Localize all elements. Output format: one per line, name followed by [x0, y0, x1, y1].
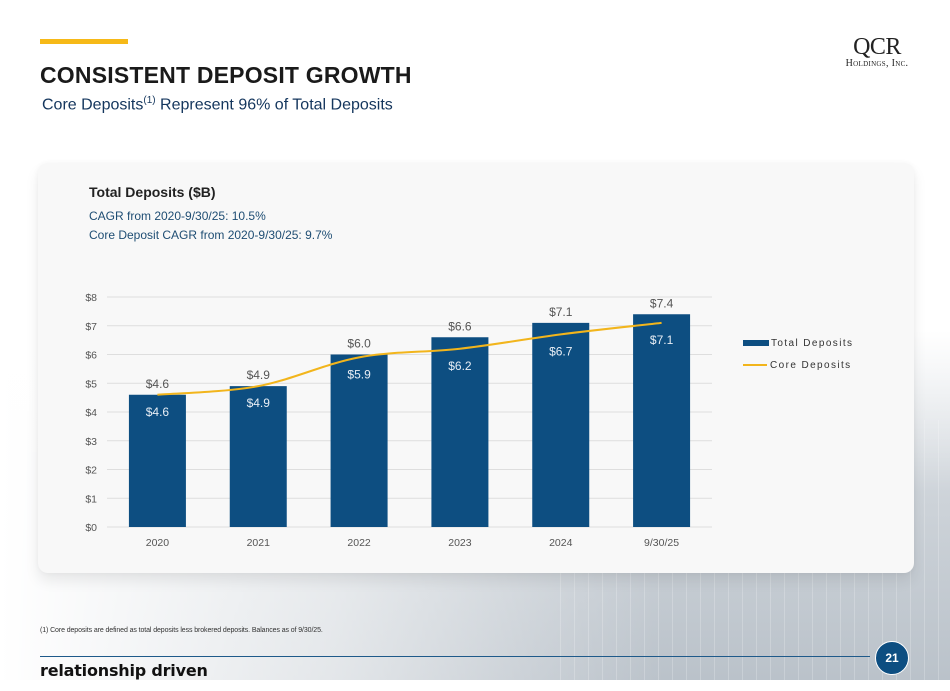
x-tick-label: 2024 — [549, 537, 573, 549]
data-label-total: $6.6 — [448, 319, 472, 333]
data-label-core: $6.7 — [549, 344, 573, 358]
data-labels: $4.6 $4.9 $6.0 $6.6 $7.1 $7.4 $4.6 $4.9 $5.9 $6.2… — [146, 296, 674, 419]
company-logo: QCR Holdings, Inc. — [832, 34, 922, 70]
data-label-core: $4.6 — [146, 405, 170, 419]
y-tick-label: $3 — [85, 436, 97, 448]
y-tick-label: $1 — [85, 493, 97, 505]
chart-legend: Total Deposits Core Deposits — [743, 337, 853, 381]
page-title: CONSISTENT DEPOSIT GROWTH — [40, 62, 412, 88]
legend-swatch-line — [743, 364, 767, 366]
footnote-marker: (1) — [143, 95, 156, 106]
bars-total-deposits — [128, 314, 691, 527]
x-tick-label: 9/30/25 — [644, 537, 679, 549]
legend-swatch-bar — [743, 340, 769, 346]
line-core-deposits — [157, 321, 662, 396]
title-accent-bar — [40, 39, 128, 44]
y-tick-label: $8 — [85, 292, 97, 304]
data-label-core: $5.9 — [347, 367, 371, 381]
data-label-core: $6.2 — [448, 359, 472, 373]
data-label-core: $7.1 — [650, 333, 674, 347]
x-tick-label: 2022 — [347, 537, 371, 549]
legend-label: Total Deposits — [771, 337, 854, 349]
gridlines — [107, 296, 712, 528]
legend-item-core-deposits: Core Deposits — [743, 359, 853, 371]
x-tick-label: 2020 — [146, 537, 170, 549]
data-label-total: $4.9 — [247, 368, 271, 382]
page-number-badge: 21 — [875, 641, 909, 675]
bar-total-deposits — [128, 394, 186, 527]
x-tick-label: 2021 — [247, 537, 271, 549]
bar-total-deposits — [532, 322, 590, 527]
y-tick-label: $0 — [85, 522, 97, 534]
legend-item-total-deposits: Total Deposits — [743, 337, 853, 349]
bar-total-deposits — [633, 314, 691, 527]
data-label-core: $4.9 — [247, 396, 271, 410]
logo-subtext: Holdings, Inc. — [845, 58, 909, 69]
y-tick-label: $4 — [85, 407, 97, 419]
y-tick-label: $7 — [85, 321, 97, 333]
bottom-margin — [0, 680, 950, 691]
data-label-total: $4.6 — [146, 377, 170, 391]
legend-label: Core Deposits — [770, 359, 852, 371]
data-label-total: $7.4 — [650, 296, 674, 310]
footnote: (1) Core deposits are defined as total d… — [40, 627, 323, 634]
x-axis-ticks: 2020 2021 2022 2023 2024 9/30/25 — [146, 537, 680, 549]
y-tick-label: $2 — [85, 465, 97, 477]
subtitle-text-pre: Core Deposits — [42, 96, 144, 114]
footer-divider — [40, 656, 870, 657]
y-tick-label: $5 — [85, 378, 97, 390]
x-tick-label: 2023 — [448, 537, 472, 549]
y-axis-ticks: $0 $1 $2 $3 $4 $5 $6 $7 $8 — [85, 292, 97, 534]
bar-total-deposits — [330, 354, 388, 527]
page-subtitle: Core Deposits(1) Represent 96% of Total … — [42, 95, 393, 114]
core-deposits-line — [157, 321, 662, 396]
footer-tagline: relationship driven — [40, 661, 208, 680]
cagr-total: CAGR from 2020-9/30/25: 10.5% — [89, 209, 266, 223]
bar-total-deposits — [431, 337, 489, 527]
data-label-total: $7.1 — [549, 305, 573, 319]
chart-title: Total Deposits ($B) — [89, 184, 216, 200]
data-label-total: $6.0 — [347, 337, 371, 351]
bar-total-deposits — [229, 386, 287, 527]
cagr-core: Core Deposit CAGR from 2020-9/30/25: 9.7… — [89, 228, 333, 242]
y-tick-label: $6 — [85, 350, 97, 362]
subtitle-text-post: Represent 96% of Total Deposits — [155, 96, 393, 114]
logo-wordmark: QCR — [853, 34, 901, 60]
